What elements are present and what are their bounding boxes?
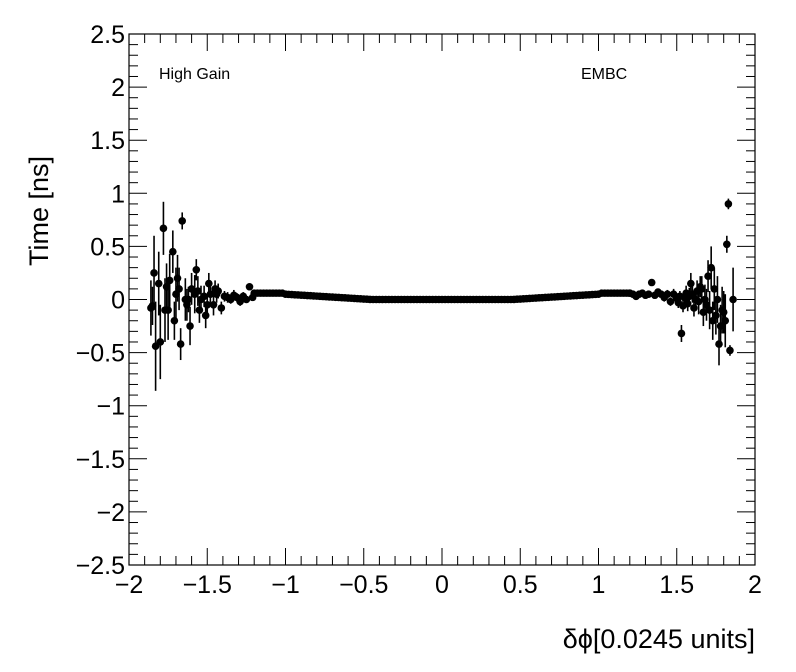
data-point (206, 290, 215, 298)
data-point (164, 306, 172, 314)
x-axis-title: δϕ[0.0245 units] (563, 624, 755, 654)
data-point (165, 276, 174, 285)
data-point (708, 316, 717, 325)
x-tick-label: −2 (115, 571, 144, 599)
data-point (217, 304, 226, 312)
y-tick-label: −2.5 (76, 552, 125, 580)
data-point (242, 295, 251, 304)
annotation-high-gain: High Gain (159, 66, 230, 83)
y-tick-label: 2.5 (90, 21, 125, 49)
data-point (716, 322, 725, 330)
data-point (192, 265, 201, 274)
tick-labels: −2 −1.5 −1 −0.5 0 0.5 1 1.5 2−2.5−2−1.5−1−0.500.… (76, 21, 762, 599)
x-tick-label: 1 (592, 571, 606, 599)
data-point (176, 340, 185, 348)
data-point (718, 306, 726, 314)
data-point (626, 289, 634, 297)
x-tick-label: 0 (435, 571, 449, 599)
y-tick-label: 0.5 (90, 233, 125, 261)
data-point (704, 272, 712, 280)
data-point (713, 295, 722, 304)
data-point (245, 282, 254, 291)
x-tick-label: −0.5 (339, 571, 388, 599)
data-point (175, 285, 183, 293)
data-point (169, 247, 177, 256)
x-tick-label: 2 (748, 571, 762, 599)
y-tick-label: −1.5 (76, 446, 125, 474)
data-point (159, 224, 168, 233)
data-point (211, 285, 219, 293)
x-tick-label: 1.5 (659, 571, 694, 599)
data-point (170, 316, 179, 325)
data-point (194, 287, 202, 295)
data-point (687, 279, 695, 288)
data-point (205, 279, 213, 288)
x-tick-label: −1 (271, 571, 300, 599)
x-tick-label: 0.5 (503, 571, 538, 599)
data-point (729, 295, 737, 304)
data-point (173, 274, 182, 283)
data-point (710, 285, 719, 293)
y-tick-label: 0 (111, 287, 125, 315)
data-point (201, 311, 210, 320)
y-tick-label: −2 (96, 499, 125, 527)
data-point (156, 338, 165, 346)
data-point (651, 291, 659, 300)
data-point (707, 263, 715, 272)
data-point (186, 322, 194, 330)
y-tick-label: 1 (111, 180, 125, 208)
y-tick-label: −0.5 (76, 340, 125, 368)
data-point (699, 308, 708, 317)
data-point (690, 304, 698, 312)
data-point (209, 301, 218, 309)
data-point (200, 292, 208, 301)
y-axis-title: Time [ns] (24, 156, 54, 266)
axis-ticks (128, 33, 756, 566)
data-point (724, 200, 733, 208)
y-tick-label: −1 (96, 393, 125, 421)
annotation-embc: EMBC (581, 66, 627, 83)
data-point (721, 316, 730, 325)
data-point (150, 269, 158, 277)
data-point (647, 278, 656, 287)
data-point (677, 329, 686, 338)
data-point (195, 306, 204, 314)
data-point (154, 279, 163, 288)
data-point (162, 282, 171, 291)
data-point (178, 217, 187, 225)
y-tick-label: 1.5 (90, 127, 125, 155)
data-point (148, 302, 157, 310)
data-point (726, 346, 734, 355)
data-point (701, 295, 709, 304)
data-point (669, 290, 678, 298)
data-point (666, 297, 675, 306)
data-point (715, 340, 723, 348)
x-tick-label: −1.5 (183, 571, 232, 599)
data-point (203, 301, 212, 309)
y-tick-label: 2 (111, 74, 125, 102)
data-point (723, 240, 731, 249)
data-points (147, 200, 737, 355)
data-point (184, 295, 193, 304)
